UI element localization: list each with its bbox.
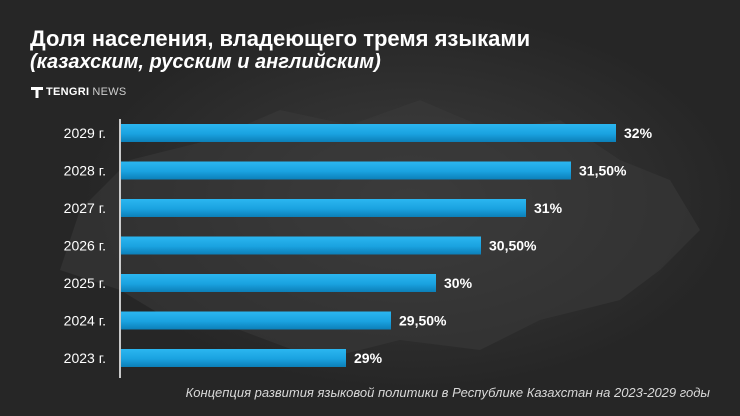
- category-label: 2027 г.: [64, 200, 106, 216]
- tengri-news-logo: TENGRI NEWS: [31, 85, 127, 99]
- bar: [121, 311, 391, 330]
- value-label: 29%: [354, 350, 383, 366]
- value-label: 30%: [444, 275, 473, 291]
- tengri-logo-icon: [31, 87, 43, 98]
- value-label: 31%: [534, 200, 563, 216]
- bar: [121, 124, 616, 142]
- value-label: 29,50%: [399, 313, 447, 329]
- category-label: 2026 г.: [64, 238, 106, 254]
- logo-text-news: NEWS: [92, 86, 127, 98]
- value-label: 31,50%: [579, 163, 627, 179]
- chart-subtitle: (казахским, русским и английским): [30, 51, 381, 73]
- value-label: 30,50%: [489, 238, 537, 254]
- bar: [121, 274, 436, 292]
- category-label: 2025 г.: [64, 275, 106, 291]
- logo-text-tengri: TENGRI: [46, 86, 90, 98]
- bar: [121, 349, 346, 367]
- bar: [121, 161, 571, 180]
- bar: [121, 199, 526, 217]
- chart-title: Доля населения, владеющего тремя языками: [30, 26, 531, 51]
- source-note: Концепция развития языковой политики в Р…: [185, 385, 710, 400]
- category-label: 2024 г.: [64, 313, 106, 329]
- category-label: 2028 г.: [64, 163, 106, 179]
- bar: [121, 236, 481, 255]
- category-label: 2029 г.: [64, 125, 106, 141]
- category-label: 2023 г.: [64, 350, 106, 366]
- value-label: 32%: [624, 125, 653, 141]
